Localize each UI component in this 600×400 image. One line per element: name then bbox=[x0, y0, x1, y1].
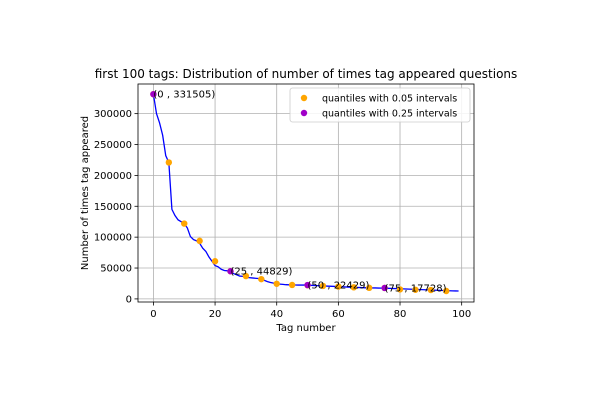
legend-label: quantiles with 0.25 intervals bbox=[322, 109, 457, 120]
point-annotation: (50 , 22429) bbox=[308, 281, 370, 292]
y-tick-label: 100000 bbox=[94, 233, 132, 244]
quantile-005-point bbox=[288, 281, 296, 289]
y-tick-label: 250000 bbox=[94, 140, 132, 151]
point-annotation: (0 , 331505) bbox=[153, 90, 215, 101]
quantile-005-point bbox=[350, 284, 357, 291]
scatter-points bbox=[150, 90, 450, 295]
quantile-005-point bbox=[396, 286, 404, 293]
quantile-005-point bbox=[196, 237, 203, 245]
annotations: (0 , 331505) (25 , 44829) (50 , 22429) (75 … bbox=[153, 90, 446, 295]
x-tick-label: 80 bbox=[394, 309, 407, 320]
quantile-005-point bbox=[412, 286, 419, 293]
x-tick-label: 20 bbox=[209, 309, 222, 320]
x-tick-label: 60 bbox=[332, 309, 345, 320]
y-tick-label: 200000 bbox=[94, 171, 132, 182]
chart-title: first 100 tags: Distribution of number o… bbox=[95, 67, 518, 81]
legend: quantiles with 0.05 intervals quantiles w… bbox=[289, 87, 471, 123]
quantile-025-point bbox=[227, 268, 234, 275]
line-series bbox=[152, 94, 459, 292]
quantile-005-point bbox=[335, 283, 342, 290]
x-axis-label: Tag number bbox=[275, 323, 336, 334]
point-annotation: (25 , 44829) bbox=[230, 267, 292, 278]
quantile-025-point bbox=[304, 281, 311, 289]
y-axis-label: Number of times tag appeared bbox=[80, 116, 91, 270]
quantile-005-point bbox=[242, 272, 250, 280]
quantile-005-point bbox=[319, 282, 327, 290]
quantile-005-point bbox=[443, 287, 450, 295]
x-tick-label: 0 bbox=[150, 309, 156, 320]
quantile-025-point bbox=[381, 284, 388, 292]
legend-label: quantiles with 0.05 intervals bbox=[322, 94, 457, 105]
x-tick-label: 100 bbox=[452, 309, 471, 320]
y-tick-label: 0 bbox=[126, 294, 132, 305]
legend-box bbox=[289, 87, 471, 123]
axis-ticks: 0 20 40 60 80 100 0 50000 100000 150000 200000 2500… bbox=[94, 109, 471, 320]
legend-marker bbox=[300, 94, 308, 102]
legend-marker bbox=[300, 109, 308, 117]
y-tick-label: 50000 bbox=[100, 264, 132, 275]
quantile-005-point bbox=[273, 280, 280, 287]
tag-count-line bbox=[152, 94, 459, 292]
quantile-005-point bbox=[165, 159, 173, 166]
quantile-005-point bbox=[211, 258, 219, 265]
quantile-005-point bbox=[427, 286, 435, 294]
y-tick-label: 150000 bbox=[94, 202, 132, 213]
plot-frame bbox=[137, 83, 475, 303]
point-annotation: (75 , 17728) bbox=[385, 283, 447, 294]
y-tick-label: 300000 bbox=[94, 109, 132, 120]
quantile-005-point bbox=[258, 275, 265, 283]
quantile-005-point bbox=[181, 220, 188, 227]
quantile-005-point bbox=[365, 284, 373, 292]
x-tick-label: 40 bbox=[270, 309, 283, 320]
quantile-025-point bbox=[150, 90, 157, 98]
